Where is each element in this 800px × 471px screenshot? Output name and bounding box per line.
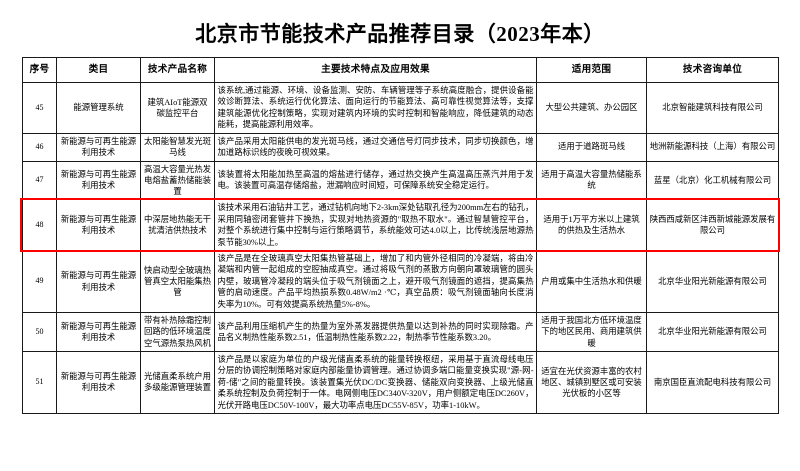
cell-scope: 适用于高温大容量热储能系统 [536, 160, 647, 201]
table-container: 序号 类目 技术产品名称 主要技术特点及应用效果 适用范围 技术咨询单位 45 能… [20, 57, 780, 414]
header-row: 序号 类目 技术产品名称 主要技术特点及应用效果 适用范围 技术咨询单位 [22, 57, 779, 83]
cell-description: 该装置将太阳能加热至高温的熔盐进行储存，通过热交换产生高温高压蒸汽并用于发电。该… [214, 160, 537, 201]
cell-description: 该产品利用压缩机产生的热量为室外蒸发器提供热量以达到补热的同时实现除霜。产品名义… [214, 312, 537, 352]
table-row: 46 新能源与可再生能源利用技术 太阳能智慧发光斑马线 该产品采用太阳能供电的发光斑马… [22, 132, 779, 162]
table-row: 45 能源管理系统 建筑AIoT能源双碳监控平台 该系统,通过能源、环境、设备监测、安… [22, 82, 779, 134]
table-row: 50 新能源与可再生能源利用技术 带有补热除霜控制回路的低环境温度空气源热泵热风机该… [22, 312, 779, 352]
cell-category: 新能源与可再生能源利用技术 [56, 312, 141, 352]
page-title: 北京市节能技术产品推荐目录（2023年本） [195, 22, 605, 46]
column-header-scope: 适用范围 [536, 57, 647, 83]
cell-organization: 陕西西咸新区沣西新城能源发展有限公司 [646, 199, 779, 251]
catalog-table: 序号 类目 技术产品名称 主要技术特点及应用效果 适用范围 技术咨询单位 45 能… [22, 57, 779, 414]
cell-product: 快启动型全玻璃热管真空太阳能集热管 [140, 249, 215, 314]
table-row: 48 新能源与可再生能源利用技术 中深层地热能无干扰清洁供热技术 该技术采用石油钻井工… [22, 199, 779, 251]
cell-organization: 蓝星（北京）化工机械有限公司 [646, 160, 779, 201]
cell-product: 光储直柔系统户用多级能源管理装置 [140, 350, 215, 414]
cell-index: 51 [22, 350, 57, 414]
cell-product: 带有补热除霜控制回路的低环境温度空气源热泵热风机 [140, 312, 215, 352]
cell-category: 新能源与可再生能源利用技术 [56, 350, 141, 414]
cell-index: 46 [22, 132, 57, 162]
cell-category: 新能源与可再生能源利用技术 [56, 160, 141, 201]
table-body: 45 能源管理系统 建筑AIoT能源双碳监控平台 该系统,通过能源、环境、设备监测、安… [22, 82, 779, 414]
cell-product: 建筑AIoT能源双碳监控平台 [140, 82, 215, 134]
column-header-product: 技术产品名称 [140, 57, 215, 83]
cell-product: 太阳能智慧发光斑马线 [140, 132, 215, 162]
table-row: 51 新能源与可再生能源利用技术 光储直柔系统户用多级能源管理装置 该产品是以家庭为单… [22, 350, 779, 414]
column-header-category: 类目 [56, 57, 141, 83]
column-header-organization: 技术咨询单位 [646, 57, 779, 83]
table-header: 序号 类目 技术产品名称 主要技术特点及应用效果 适用范围 技术咨询单位 [22, 57, 779, 83]
cell-organization: 南京国臣直流配电科技有限公司 [646, 350, 779, 414]
column-header-index: 序号 [22, 57, 57, 83]
cell-scope: 适用于道路斑马线 [536, 132, 647, 162]
cell-category: 新能源与可再生能源利用技术 [56, 132, 141, 162]
cell-organization: 北京智能建筑科技有限公司 [646, 82, 779, 134]
table-row: 47 新能源与可再生能源利用技术 高温大容量光热发电熔盐蓄热储能装置 该装置将太阳能加… [22, 160, 779, 201]
cell-index: 45 [22, 82, 57, 134]
cell-description: 该产品是在全玻璃真空太阳集热管基础上，增加了和内管外径相同的冷凝端，将由冷凝端和… [214, 249, 537, 314]
cell-organization: 北京华业阳光新能源有限公司 [646, 312, 779, 352]
cell-organization: 北京华业阳光新能源有限公司 [646, 249, 779, 314]
cell-scope: 适用于我国北方低环境温度下的地区民用、商用建筑供暖 [536, 312, 647, 352]
cell-description: 该产品是以家庭为单位的户级光储直柔系统的能量转换枢纽，采用基于直流母线电压分层的… [214, 350, 537, 414]
cell-scope: 适用于1万平方米以上建筑的供热及生活热水 [536, 199, 647, 251]
column-header-description: 主要技术特点及应用效果 [214, 57, 537, 83]
cell-description: 该产品采用太阳能供电的发光斑马线，通过交通信号灯同步技术，同步切换颜色，增加道路… [214, 132, 537, 162]
cell-scope: 大型公共建筑、办公园区 [536, 82, 647, 134]
cell-category: 新能源与可再生能源利用技术 [56, 199, 141, 251]
cell-scope: 适宜在光伏资源丰富的农村地区、城镇别墅区或可安装光伏板的小区等 [536, 350, 647, 414]
cell-product: 中深层地热能无干扰清洁供热技术 [140, 199, 215, 251]
cell-index: 48 [22, 199, 57, 251]
cell-index: 50 [22, 312, 57, 352]
cell-category: 新能源与可再生能源利用技术 [56, 249, 141, 314]
cell-product: 高温大容量光热发电熔盐蓄热储能装置 [140, 160, 215, 201]
cell-description: 该系统,通过能源、环境、设备监测、安防、车辆管理等子系统高度融合，提供设备能效诊… [214, 82, 537, 134]
cell-index: 47 [22, 160, 57, 201]
table-row: 49 新能源与可再生能源利用技术 快启动型全玻璃热管真空太阳能集热管 该产品是在全玻璃… [22, 249, 779, 314]
cell-organization: 地洲新能源科技（上海）有限公司 [646, 132, 779, 162]
cell-scope: 户用或集中生活热水和供暖 [536, 249, 647, 314]
cell-category: 能源管理系统 [56, 82, 141, 134]
cell-index: 49 [22, 249, 57, 314]
cell-description: 该技术采用石油钻井工艺，通过钻机向地下2-3km深处钻取孔径为200mm左右的钻… [214, 199, 537, 251]
